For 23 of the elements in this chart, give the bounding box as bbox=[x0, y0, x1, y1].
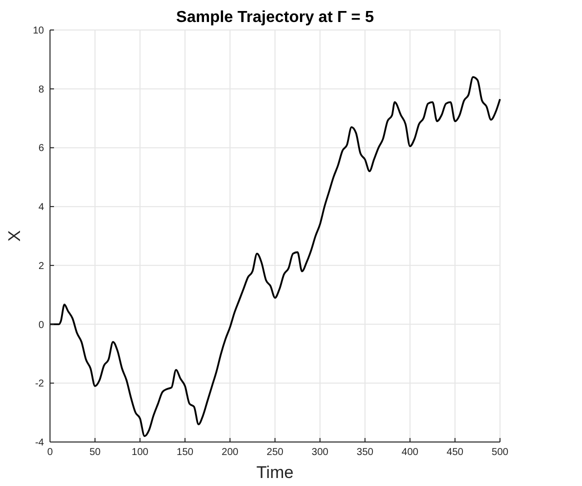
chart-title: Sample Trajectory at Γ = 5 bbox=[176, 9, 374, 26]
y-tick-label: -2 bbox=[35, 378, 44, 390]
y-tick-label: 10 bbox=[32, 26, 44, 36]
y-axis-title: X bbox=[5, 230, 24, 242]
y-tick-label: -4 bbox=[35, 438, 44, 448]
x-tick-label: 0 bbox=[47, 447, 54, 458]
x-tick-label: 400 bbox=[402, 447, 419, 458]
x-tick-label: 300 bbox=[312, 447, 329, 458]
x-tick-label: 200 bbox=[222, 447, 239, 458]
line-series bbox=[49, 76, 501, 438]
x-axis-title: Time bbox=[256, 463, 294, 482]
y-tick-label: 8 bbox=[38, 84, 44, 96]
y-tick-label: 0 bbox=[38, 320, 44, 331]
x-tick-label: 500 bbox=[492, 447, 509, 458]
x-tick-label: 350 bbox=[356, 447, 374, 458]
x-tick-label: 100 bbox=[132, 447, 149, 458]
y-tick-label: 4 bbox=[38, 202, 44, 214]
x-tick-label: 250 bbox=[266, 447, 284, 458]
x-tick-label: 50 bbox=[89, 447, 101, 458]
y-tick-label: 6 bbox=[38, 143, 44, 154]
x-tick-label: 450 bbox=[446, 447, 464, 458]
y-tick-label: 2 bbox=[38, 260, 44, 272]
x-tick-label: 150 bbox=[176, 447, 194, 458]
